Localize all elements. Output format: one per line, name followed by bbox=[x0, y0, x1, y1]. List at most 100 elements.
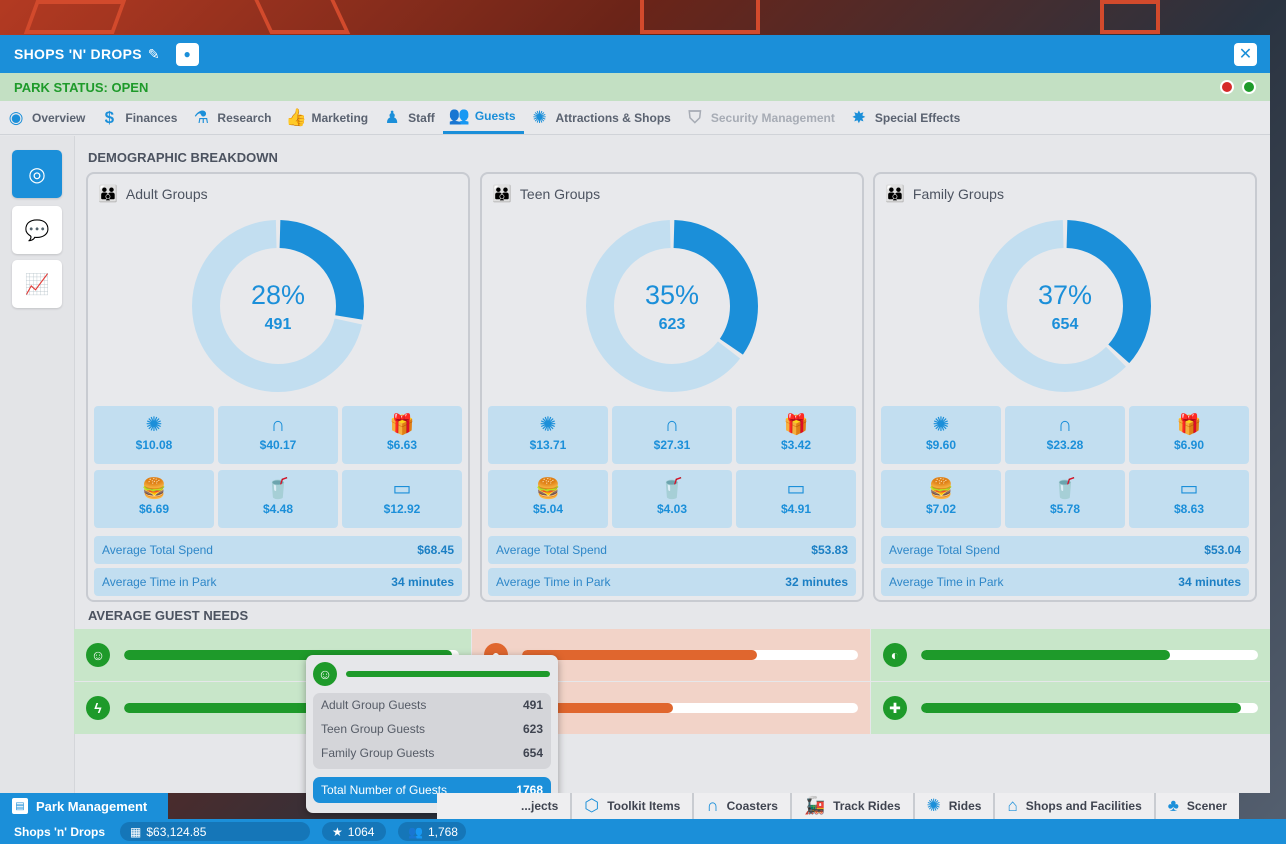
need-bar bbox=[522, 703, 858, 713]
park-status-text: PARK STATUS: OPEN bbox=[14, 79, 149, 95]
drink-icon: 🥤 bbox=[1052, 478, 1078, 500]
donut-chart bbox=[979, 220, 1151, 392]
spend-tile: ∩ $27.31 bbox=[612, 406, 732, 464]
tooltip-total: Total Number of Guests 1768 bbox=[313, 777, 551, 803]
card-icon: ▭ bbox=[1179, 478, 1199, 500]
park-management-button[interactable]: ▤ Park Management bbox=[0, 793, 168, 819]
demographic-card: 👪 Adult Groups 28% 491 ✺ $10.08 ∩ $40.17 🎁… bbox=[86, 172, 470, 602]
thoughts-button[interactable]: 💬 bbox=[12, 206, 62, 254]
need-health[interactable]: ✚ bbox=[871, 682, 1270, 734]
spend-value: $10.08 bbox=[135, 438, 173, 452]
demographic-card: 👪 Family Groups 37% 654 ✺ $9.60 ∩ $23.28 🎁… bbox=[873, 172, 1257, 602]
close-button[interactable]: ✕ bbox=[1234, 42, 1257, 66]
tab-rides[interactable]: ✺ Rides bbox=[915, 793, 996, 819]
build-tabs: ...jects ⬡ Toolkit Items ∩ Coasters 🚂 Track… bbox=[437, 793, 1239, 819]
spend-tile: 🎁 $6.63 bbox=[342, 406, 462, 464]
gift-icon: 🎁 bbox=[1176, 414, 1202, 436]
demographics-button[interactable]: ◎ bbox=[12, 150, 62, 198]
spend-tile: ∩ $23.28 bbox=[1005, 406, 1125, 464]
guests-icon: 👥 bbox=[408, 824, 423, 839]
spend-value: $23.28 bbox=[1046, 438, 1084, 452]
tree-icon: ♣ bbox=[1167, 796, 1179, 815]
tab-staff[interactable]: ♟ Staff bbox=[376, 101, 443, 134]
tab-special-effects[interactable]: ✸ Special Effects bbox=[843, 101, 968, 134]
window-title: SHOPS 'N' DROPS bbox=[14, 46, 142, 62]
spend-tile: 🍔 $6.69 bbox=[94, 470, 214, 528]
card-title: 👪 Family Groups bbox=[885, 186, 1004, 203]
happy-icon: ☺ bbox=[313, 662, 337, 686]
tab-label: Staff bbox=[408, 110, 435, 125]
map-pin-icon[interactable]: ● bbox=[175, 42, 199, 66]
guests-tooltip: ☺ Adult Group Guests 491 Teen Group Guest… bbox=[306, 655, 558, 813]
need-bar bbox=[921, 650, 1258, 660]
need-toilet[interactable]: ◐ bbox=[871, 629, 1270, 681]
need-bar bbox=[522, 650, 858, 660]
tab-finances[interactable]: $ Finances bbox=[93, 101, 185, 134]
close-park-button[interactable] bbox=[1220, 80, 1234, 94]
tab-label: Guests bbox=[474, 109, 516, 123]
line-graph-icon: 📈 bbox=[24, 273, 50, 296]
donut-rest bbox=[979, 220, 1151, 392]
donut-count: 654 bbox=[1051, 316, 1079, 333]
tab-attractions-shops[interactable]: ✺ Attractions & Shops bbox=[524, 101, 679, 134]
gift-icon: 🎁 bbox=[389, 414, 415, 436]
avg-time-row: Average Time in Park 32 minutes bbox=[488, 568, 856, 596]
ferris-wheel-icon: ✺ bbox=[932, 414, 950, 436]
card-icon: ▭ bbox=[392, 478, 412, 500]
thumbs-up-icon: 👍 bbox=[285, 107, 307, 127]
drink-icon: 🥤 bbox=[659, 478, 685, 500]
donut-segment bbox=[586, 220, 758, 392]
tab-track-rides[interactable]: 🚂 Track Rides bbox=[792, 793, 915, 819]
tab-label: Coasters bbox=[726, 799, 778, 813]
tab-label: Research bbox=[217, 110, 272, 125]
rating-pill[interactable]: ★ 1064 bbox=[322, 822, 386, 841]
tab-marketing[interactable]: 👍 Marketing bbox=[279, 101, 376, 134]
burger-icon: 🍔 bbox=[928, 478, 954, 500]
spend-value: $4.91 bbox=[780, 502, 812, 516]
group-icon: 👪 bbox=[492, 186, 512, 203]
money-pill[interactable]: ▦ $63,124.85 bbox=[120, 822, 310, 841]
pencil-icon[interactable]: ✎ bbox=[147, 45, 160, 62]
open-park-button[interactable] bbox=[1242, 80, 1256, 94]
tab-shops-facilities[interactable]: ⌂ Shops and Facilities bbox=[995, 793, 1156, 819]
tab-hidden-partial[interactable]: ...jects bbox=[437, 793, 573, 819]
tab-toolkit-items[interactable]: ⬡ Toolkit Items bbox=[572, 793, 695, 819]
guests-side-menu: ◎ 💬 📈 bbox=[0, 136, 75, 793]
tooltip-list: Adult Group Guests 491 Teen Group Guests 6… bbox=[313, 693, 551, 769]
tooltip-row: Family Group Guests 654 bbox=[321, 746, 543, 760]
drink-icon: 🥤 bbox=[265, 478, 291, 500]
guests-icon: 👥 bbox=[448, 106, 470, 125]
avg-time-row: Average Time in Park 34 minutes bbox=[94, 568, 462, 596]
spend-value: $27.31 bbox=[653, 438, 691, 452]
tab-label: Attractions & Shops bbox=[555, 110, 671, 125]
guests-pill[interactable]: 👥 1,768 bbox=[398, 822, 466, 841]
tab-label: Special Effects bbox=[874, 110, 961, 125]
tab-coasters[interactable]: ∩ Coasters bbox=[694, 793, 792, 819]
tab-label: Rides bbox=[948, 799, 982, 813]
donut-count: 623 bbox=[658, 316, 686, 333]
tab-guests[interactable]: 👥 Guests bbox=[442, 101, 524, 134]
card-title: 👪 Adult Groups bbox=[98, 186, 208, 203]
tab-research[interactable]: ⚗ Research bbox=[185, 101, 279, 134]
tab-label: Security Management bbox=[710, 110, 835, 125]
graphs-button[interactable]: 📈 bbox=[12, 260, 62, 308]
park-management-window: SHOPS 'N' DROPS ✎ ● ✕ PARK STATUS: OPEN … bbox=[0, 35, 1270, 793]
coaster-icon: ∩ bbox=[706, 796, 719, 815]
needs-heading: AVERAGE GUEST NEEDS bbox=[88, 608, 249, 623]
need-bar bbox=[124, 650, 459, 660]
eye-icon: ◉ bbox=[8, 107, 24, 127]
spend-tile: 🥤 $4.03 bbox=[612, 470, 732, 528]
tab-label: ...jects bbox=[521, 799, 559, 813]
spend-value: $5.78 bbox=[1049, 502, 1081, 516]
tab-security-management[interactable]: ⛉ Security Management bbox=[679, 101, 843, 134]
burger-icon: 🍔 bbox=[535, 478, 561, 500]
coaster-icon: ∩ bbox=[270, 414, 286, 436]
chat-icon: 💬 bbox=[24, 219, 50, 242]
tab-scenery[interactable]: ♣ Scener bbox=[1156, 793, 1239, 819]
coaster-icon: ∩ bbox=[1057, 414, 1073, 436]
tab-overview[interactable]: ◉ Overview bbox=[0, 101, 93, 134]
park-status-bar: PARK STATUS: OPEN bbox=[0, 73, 1270, 101]
card-icon: ▭ bbox=[786, 478, 806, 500]
donut-rest bbox=[586, 220, 758, 392]
ferris-wheel-icon: ✺ bbox=[539, 414, 557, 436]
